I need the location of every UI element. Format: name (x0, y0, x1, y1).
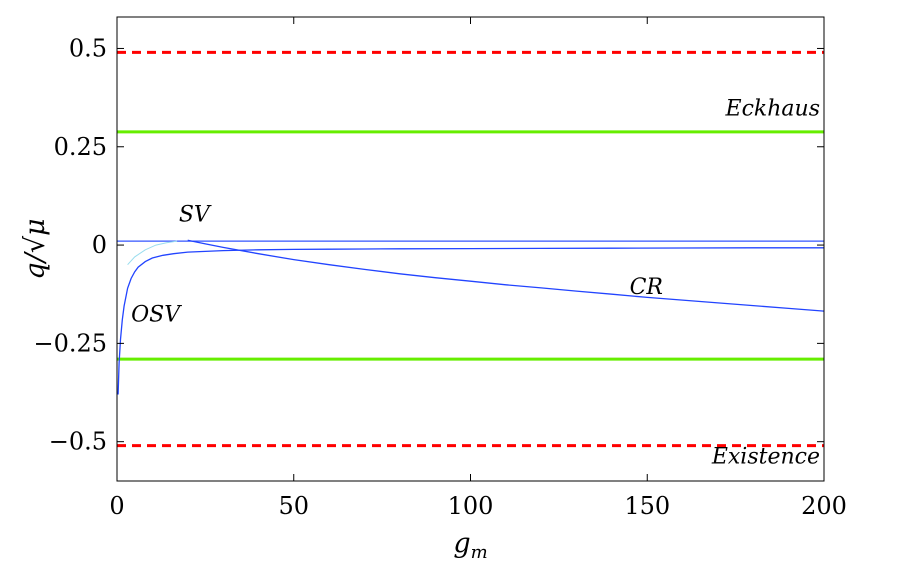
y-tick-label: 0.25 (54, 133, 107, 161)
annotations: Eckhaus SV CR OSV Existence (131, 96, 820, 469)
series-osv (117, 247, 824, 395)
annotation-existence: Existence (711, 444, 820, 469)
x-tick-label: 100 (448, 492, 494, 520)
x-tick-label: 200 (801, 492, 847, 520)
series-faint-branch (127, 240, 178, 266)
series-group (117, 239, 825, 395)
annotation-osv: OSV (131, 303, 182, 328)
x-tick-label: 50 (278, 492, 309, 520)
x-axis-label: gm (453, 528, 487, 563)
series-cr (187, 239, 825, 312)
y-tick-label: −0.25 (33, 329, 107, 357)
y-tick-label: 0.5 (69, 34, 107, 62)
annotation-eckhaus: Eckhaus (725, 96, 820, 121)
reference-lines (117, 50, 824, 448)
y-tick-label: −0.5 (49, 428, 107, 456)
axis-ticks: 0 50 100 150 200 −0.5 −0.25 0 0.25 0.5 (33, 17, 847, 520)
annotation-cr: CR (630, 275, 663, 300)
x-tick-label: 0 (109, 492, 124, 520)
x-tick-label: 150 (624, 492, 670, 520)
y-tick-label: 0 (92, 231, 107, 259)
annotation-sv: SV (179, 202, 212, 227)
y-axis-label: q/√μ (20, 218, 51, 279)
